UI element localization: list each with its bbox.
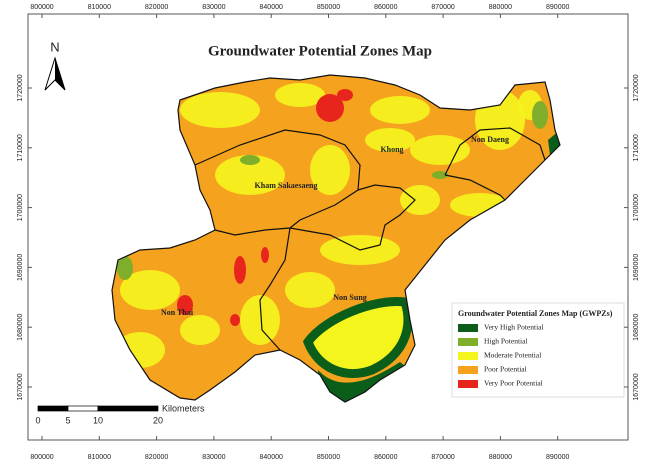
y-coordinate-label: 1690000 [17,254,24,281]
x-coordinate-label: 840000 [260,454,283,461]
y-coordinate-label: 1720000 [633,74,640,101]
scale-label: 0 [35,415,40,425]
district-boundary [444,127,546,176]
moderate-zone [180,315,220,345]
x-coordinate-label: 880000 [489,4,512,11]
scale-segment [97,405,159,412]
y-coordinate-label: 1690000 [633,254,640,281]
scale-unit: Kilometers [162,403,205,413]
scale-label: 10 [93,415,103,425]
y-coordinate-label: 1720000 [17,74,24,101]
scale-label: 5 [65,415,70,425]
district-boundary [289,184,416,251]
y-coordinate-label: 1680000 [17,313,24,340]
moderate-zone [365,128,415,152]
x-coordinate-label: 860000 [374,454,397,461]
moderate-zone [410,135,470,165]
very-poor-zone [337,89,353,101]
overlay: Khong Non Daeng Kham Sakaesaeng Non Sung Non… [111,74,561,403]
study-area-boundary [111,74,561,403]
x-coordinate-label: 830000 [202,454,225,461]
district-label: Khong [380,145,403,154]
legend-box [451,302,625,398]
map-title: Groundwater Potential Zones Map [208,43,432,59]
y-coordinate-label: 1670000 [17,373,24,400]
legend-label: Poor Potential [484,365,527,374]
moderate-zone [215,155,285,195]
y-coordinate-label: 1680000 [633,313,640,340]
y-coordinate-label: 1700000 [17,194,24,221]
legend-swatch [458,366,478,374]
district-label: Non Daeng [471,135,509,144]
high-zone [240,155,260,165]
legend-label: Very High Potential [484,323,544,332]
scale-segment [67,405,99,412]
moderate-zone [285,272,335,308]
x-coordinate-label: 830000 [202,4,225,11]
district-label: Kham Sakaesaeng [255,181,318,190]
x-coordinate-label: 870000 [431,454,454,461]
y-coordinate-label: 1710000 [17,134,24,161]
x-coordinate-label: 800000 [30,454,53,461]
scale-segment [37,405,69,412]
x-coordinate-label: 850000 [317,4,340,11]
x-coordinate-label: 810000 [88,4,111,11]
x-coordinate-label: 870000 [431,4,454,11]
moderate-zone [400,185,440,215]
very-poor-zone [316,94,344,122]
y-coordinate-label: 1710000 [633,134,640,161]
very-poor-zone [234,256,246,284]
x-coordinate-label: 840000 [260,4,283,11]
north-label: N [50,39,59,54]
y-coordinate-label: 1670000 [633,373,640,400]
x-coordinate-label: 890000 [546,454,569,461]
legend-swatch [458,338,478,346]
district-label: Non Sung [333,293,367,302]
x-coordinate-label: 850000 [317,454,340,461]
x-coordinate-label: 800000 [30,4,53,11]
legend-title: Groundwater Potential Zones Map (GWPZs) [458,309,613,318]
high-zone [432,171,448,179]
x-coordinate-label: 860000 [374,4,397,11]
high-zone [532,101,548,129]
scale-bar: 0 5 10 20 Kilometers [35,403,205,425]
legend-label: High Potential [484,337,528,346]
legend-label: Very Poor Potential [484,379,543,388]
very-high-zone [318,362,410,402]
very-high-ring [302,296,413,378]
legend: Groundwater Potential Zones Map (GWPZs) … [451,302,625,398]
very-poor-zone [230,314,240,326]
legend-label: Moderate Potential [484,351,541,360]
x-coordinate-label: 810000 [88,454,111,461]
district-boundary [259,227,291,351]
moderate-zone [240,295,280,345]
x-coordinate-label: 820000 [145,454,168,461]
y-coordinate-label: 1700000 [633,194,640,221]
moderate-zone [275,83,325,107]
x-coordinate-label: 880000 [489,454,512,461]
legend-swatch [458,352,478,360]
x-coordinate-label: 890000 [546,4,569,11]
district-boundary [444,174,506,201]
district-label: Non Thai [161,308,194,317]
legend-swatch [458,324,478,332]
scale-label: 20 [153,415,163,425]
moderate-zone [180,92,260,128]
high-zone [117,256,133,280]
very-poor-zone [261,247,269,263]
north-arrow-fill [55,58,65,90]
moderate-zone [120,270,180,310]
legend-swatch [458,380,478,388]
moderate-zone [310,145,350,195]
moderate-zone [370,96,430,124]
x-coordinate-label: 820000 [145,4,168,11]
very-poor-zone [177,295,193,315]
